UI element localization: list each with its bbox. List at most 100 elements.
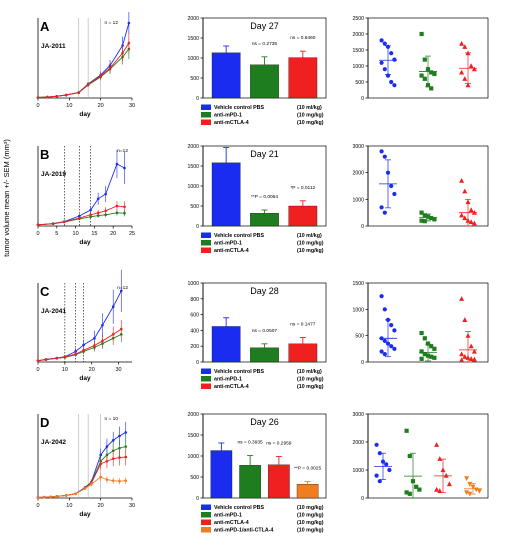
scatter-point	[462, 76, 468, 81]
series-line	[37, 328, 122, 362]
scatter-point	[459, 40, 465, 46]
scatter-point	[379, 38, 384, 43]
series-0	[36, 269, 123, 362]
legend-swatch	[201, 376, 211, 382]
scatter-point	[468, 343, 474, 349]
y-tick-label: 2500	[352, 16, 364, 22]
scatter-point	[385, 44, 391, 49]
scatter-point	[462, 215, 468, 221]
scatter-point	[462, 317, 468, 322]
bar	[211, 162, 241, 227]
scatter-point	[385, 170, 391, 175]
scatter-point	[392, 191, 397, 197]
scatter-point	[468, 207, 474, 213]
scatter-panel-d: 0 1000 2000 3000	[352, 412, 489, 502]
data-point	[111, 438, 115, 442]
data-point	[115, 211, 119, 215]
y-tick-label: 1000	[352, 468, 364, 474]
scatter-point	[440, 467, 446, 473]
x-axis-label: day	[79, 511, 91, 518]
scatter-point	[419, 31, 424, 37]
y-tick-label: 500	[190, 475, 199, 481]
data-point	[104, 209, 107, 213]
y-tick-label: 500	[355, 334, 364, 340]
panel-letter: B	[40, 147, 49, 162]
scatter-point	[385, 317, 391, 322]
series-2	[36, 201, 126, 227]
scatter-point	[425, 341, 431, 346]
y-tick-label: 0	[361, 96, 364, 102]
x-tick-label: 20	[98, 503, 104, 509]
scatter-point	[379, 60, 384, 65]
data-point	[93, 344, 96, 347]
x-tick-label: 20	[98, 103, 104, 109]
bar-chart-panel-d: 0 500 1000 1500 2000 Day 26 ns = 0.3935 ns = 0.…	[187, 412, 327, 534]
growth-curve-panel-a: 0 10 20 30 day A JA-2011 n = 12	[36, 12, 135, 118]
y-tick-label: 200	[190, 344, 199, 350]
scatter-point	[382, 154, 387, 159]
data-point	[124, 445, 128, 448]
legend-label: anti-mCTLA-4	[214, 384, 249, 390]
scatter-point	[407, 491, 412, 496]
data-point	[74, 350, 77, 353]
data-point	[124, 431, 128, 434]
y-tick-label: 500	[190, 204, 199, 210]
series-2	[36, 448, 128, 499]
data-point	[119, 289, 123, 293]
scatter-point	[432, 355, 437, 360]
scatter-point	[419, 349, 424, 354]
scatter-point	[419, 330, 424, 336]
scatter-point	[467, 491, 473, 497]
y-tick-label: 2000	[187, 16, 199, 22]
scatter-point	[465, 355, 471, 360]
model-label: JA-2042	[41, 439, 66, 446]
bar	[211, 326, 241, 363]
data-point	[83, 487, 87, 490]
scatter-point	[429, 70, 434, 75]
scatter-point	[419, 218, 424, 223]
data-point	[99, 462, 102, 466]
scatter-point	[471, 209, 477, 215]
scatter-point	[382, 41, 387, 46]
scatter-panel-c: 0 500 1000 1500	[352, 281, 489, 366]
data-point	[36, 223, 40, 227]
scatter-point	[468, 356, 474, 361]
scatter-point	[419, 73, 424, 78]
scatter-point	[422, 219, 427, 224]
scatter-group-0	[379, 38, 397, 88]
scatter-point	[468, 219, 474, 225]
x-tick-label: 5	[55, 231, 58, 237]
data-point	[99, 453, 102, 457]
legend-swatch	[201, 519, 211, 525]
scatter-point	[471, 66, 477, 72]
data-point	[82, 343, 85, 347]
data-point	[118, 434, 121, 438]
data-point	[127, 41, 131, 45]
scatter-point	[417, 487, 422, 492]
y-tick-label: 1500	[352, 48, 364, 54]
scatter-point	[465, 82, 471, 88]
data-point	[89, 483, 93, 486]
x-tick-label: 30	[129, 103, 135, 109]
scatter-point	[374, 473, 379, 478]
scatter-point	[379, 149, 384, 154]
legend-dose: (10 ml/kg)	[297, 369, 322, 375]
n-label: n=12	[117, 148, 128, 154]
legend-dose: (10 mg/kg)	[297, 113, 324, 119]
data-point	[105, 478, 109, 481]
data-point	[111, 449, 115, 453]
x-tick-label: 10	[62, 367, 68, 373]
scatter-point	[392, 346, 397, 351]
y-tick-label: 600	[190, 313, 199, 319]
y-tick-label: 1000	[352, 197, 364, 203]
scatter-point	[407, 453, 412, 459]
scatter-point	[459, 351, 465, 357]
data-point	[123, 205, 126, 209]
y-tick-label: 0	[196, 224, 199, 230]
data-point	[82, 348, 85, 352]
data-point	[63, 355, 67, 359]
scatter-point	[389, 183, 394, 189]
scatter-point	[465, 50, 471, 56]
scatter-point	[382, 67, 387, 72]
y-tick-label: 2000	[187, 144, 199, 150]
